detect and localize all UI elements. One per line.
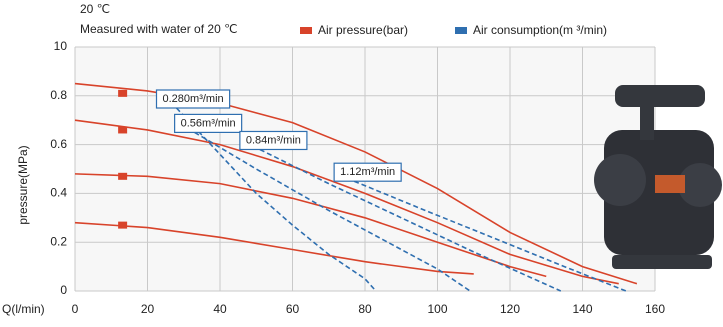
- pressure-marker: [118, 221, 128, 229]
- y-tick-label: 10: [54, 39, 68, 53]
- series-label: 0.280m³/min: [163, 93, 224, 105]
- air-consumption-line: [194, 131, 471, 292]
- x-tick-label: 100: [427, 302, 447, 316]
- x-tick-label: 160: [645, 302, 665, 316]
- x-tick-label: 60: [286, 302, 300, 316]
- x-tick-label: 80: [358, 302, 372, 316]
- series-label: 1.12m³/min: [340, 166, 395, 178]
- pressure-marker: [118, 89, 128, 97]
- series-label-box: [333, 162, 402, 182]
- y-tick-label: 0: [60, 283, 67, 297]
- legend-swatch: [300, 27, 312, 34]
- series-label: 0.56m³/min: [181, 117, 236, 129]
- y-tick-label: 0.8: [50, 88, 67, 102]
- air-consumption-line: [353, 180, 627, 292]
- x-tick-label: 140: [572, 302, 592, 316]
- legend-label: Air consumption(m ³/min): [473, 23, 607, 37]
- legend-label: Air pressure(bar): [318, 23, 408, 37]
- note: 20 ℃: [80, 2, 110, 16]
- x-axis-label: Q(l/min): [2, 302, 45, 316]
- x-tick-label: 20: [141, 302, 155, 316]
- air-pressure-line: [74, 173, 547, 278]
- y-tick-label: 0.2: [50, 234, 67, 248]
- y-tick-label: 0.4: [50, 186, 67, 200]
- air-consumption-line: [259, 148, 562, 292]
- y-axis-label: pressure(MPa): [16, 145, 30, 224]
- legend-swatch: [455, 27, 467, 34]
- series-label-box: [239, 130, 308, 151]
- x-tick-label: 120: [500, 302, 520, 316]
- pressure-marker: [118, 126, 128, 134]
- x-tick-label: 0: [72, 302, 79, 316]
- subtitle: Measured with water of 20 ℃: [80, 22, 238, 36]
- air-pressure-line: [74, 119, 619, 285]
- series-label: 0.84m³/min: [246, 134, 301, 146]
- pressure-marker: [118, 172, 128, 180]
- series-label-box: [155, 89, 231, 109]
- x-tick-label: 40: [213, 302, 227, 316]
- y-tick-label: 0.6: [50, 137, 67, 151]
- series-label-box: [174, 113, 243, 134]
- air-pressure-line: [74, 221, 474, 275]
- pump-image: [594, 85, 722, 269]
